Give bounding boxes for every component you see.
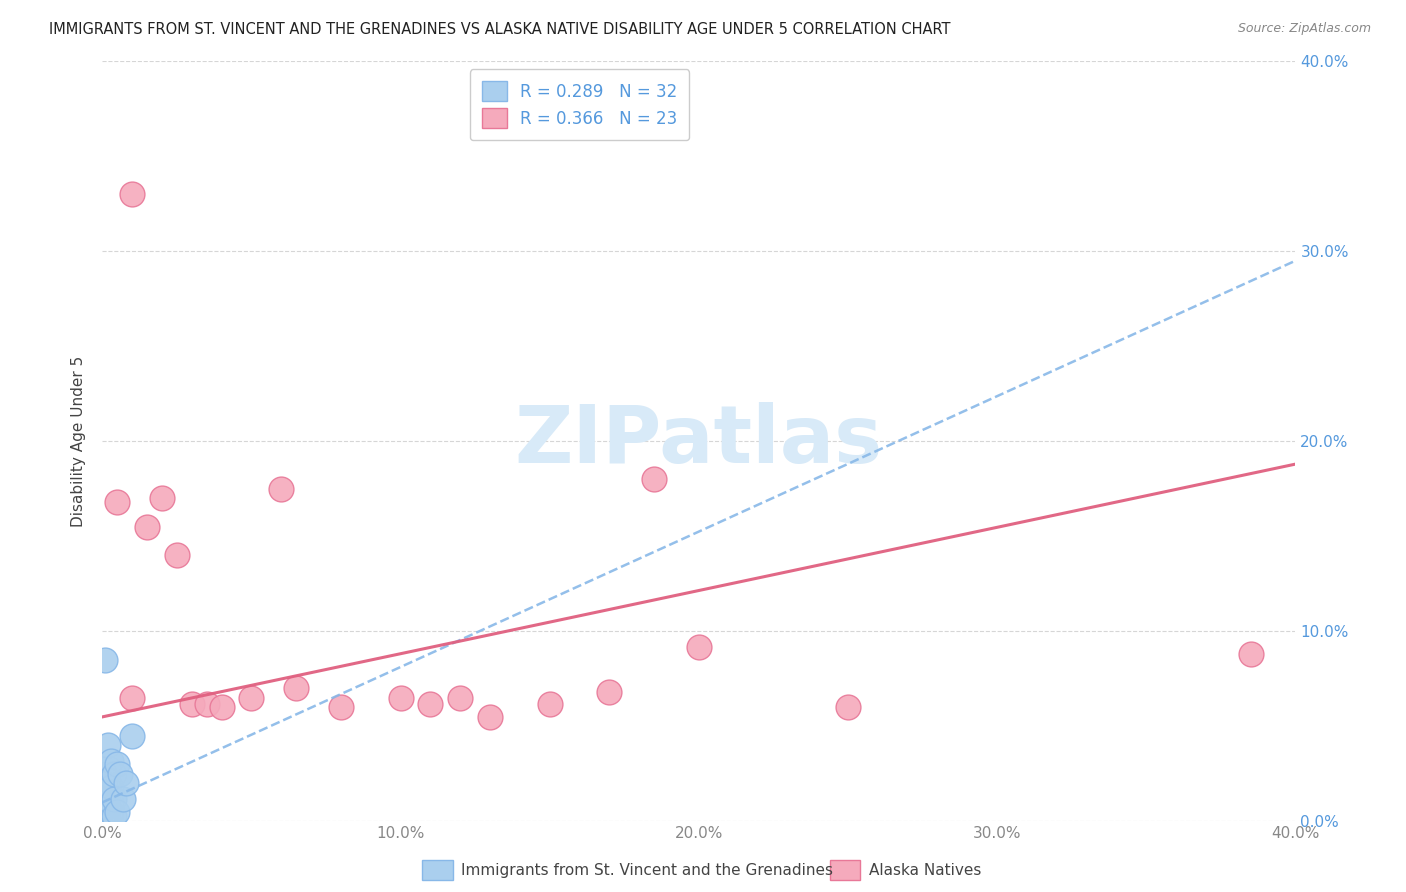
Text: Alaska Natives: Alaska Natives bbox=[869, 863, 981, 878]
Point bbox=[240, 690, 263, 705]
Point bbox=[643, 472, 665, 486]
Point bbox=[419, 697, 441, 711]
Point bbox=[94, 786, 117, 800]
Point bbox=[94, 811, 117, 825]
Point bbox=[105, 757, 128, 772]
Point bbox=[97, 813, 120, 827]
Point bbox=[94, 776, 117, 790]
Point bbox=[329, 700, 352, 714]
Point bbox=[115, 776, 138, 790]
Point bbox=[389, 690, 412, 705]
Point bbox=[270, 482, 292, 496]
Point bbox=[97, 739, 120, 753]
Point bbox=[121, 729, 143, 743]
Point bbox=[538, 697, 561, 711]
Point bbox=[100, 754, 122, 768]
Point bbox=[94, 809, 117, 823]
Point bbox=[180, 697, 202, 711]
Point bbox=[97, 799, 120, 814]
Point bbox=[97, 791, 120, 805]
Point bbox=[211, 700, 233, 714]
Point bbox=[105, 495, 128, 509]
Point bbox=[1240, 647, 1263, 661]
Point bbox=[97, 761, 120, 775]
Point bbox=[479, 710, 502, 724]
Point bbox=[449, 690, 471, 705]
Text: Immigrants from St. Vincent and the Grenadines: Immigrants from St. Vincent and the Gren… bbox=[461, 863, 834, 878]
Point bbox=[688, 640, 710, 654]
Point bbox=[121, 690, 143, 705]
Point bbox=[94, 805, 117, 819]
Point bbox=[100, 811, 122, 825]
Point bbox=[100, 796, 122, 810]
Point bbox=[94, 653, 117, 667]
Point bbox=[103, 791, 125, 805]
Point bbox=[97, 809, 120, 823]
Point bbox=[121, 187, 143, 202]
Point bbox=[136, 520, 159, 534]
Text: IMMIGRANTS FROM ST. VINCENT AND THE GRENADINES VS ALASKA NATIVE DISABILITY AGE U: IMMIGRANTS FROM ST. VINCENT AND THE GREN… bbox=[49, 22, 950, 37]
Point bbox=[94, 796, 117, 810]
Point bbox=[94, 813, 117, 827]
Legend: R = 0.289   N = 32, R = 0.366   N = 23: R = 0.289 N = 32, R = 0.366 N = 23 bbox=[470, 70, 689, 140]
Point bbox=[166, 549, 188, 563]
Point bbox=[108, 767, 131, 781]
Text: Source: ZipAtlas.com: Source: ZipAtlas.com bbox=[1237, 22, 1371, 36]
Point bbox=[112, 791, 135, 805]
Point bbox=[94, 767, 117, 781]
Point bbox=[150, 491, 173, 506]
Point bbox=[97, 780, 120, 795]
Point bbox=[837, 700, 859, 714]
Y-axis label: Disability Age Under 5: Disability Age Under 5 bbox=[72, 356, 86, 527]
Point bbox=[195, 697, 218, 711]
Point bbox=[100, 780, 122, 795]
Point bbox=[598, 685, 620, 699]
Point bbox=[97, 772, 120, 787]
Point bbox=[105, 805, 128, 819]
Point bbox=[103, 767, 125, 781]
Point bbox=[100, 805, 122, 819]
Point bbox=[94, 799, 117, 814]
Point bbox=[285, 681, 308, 696]
Point bbox=[103, 809, 125, 823]
Text: ZIPatlas: ZIPatlas bbox=[515, 402, 883, 480]
